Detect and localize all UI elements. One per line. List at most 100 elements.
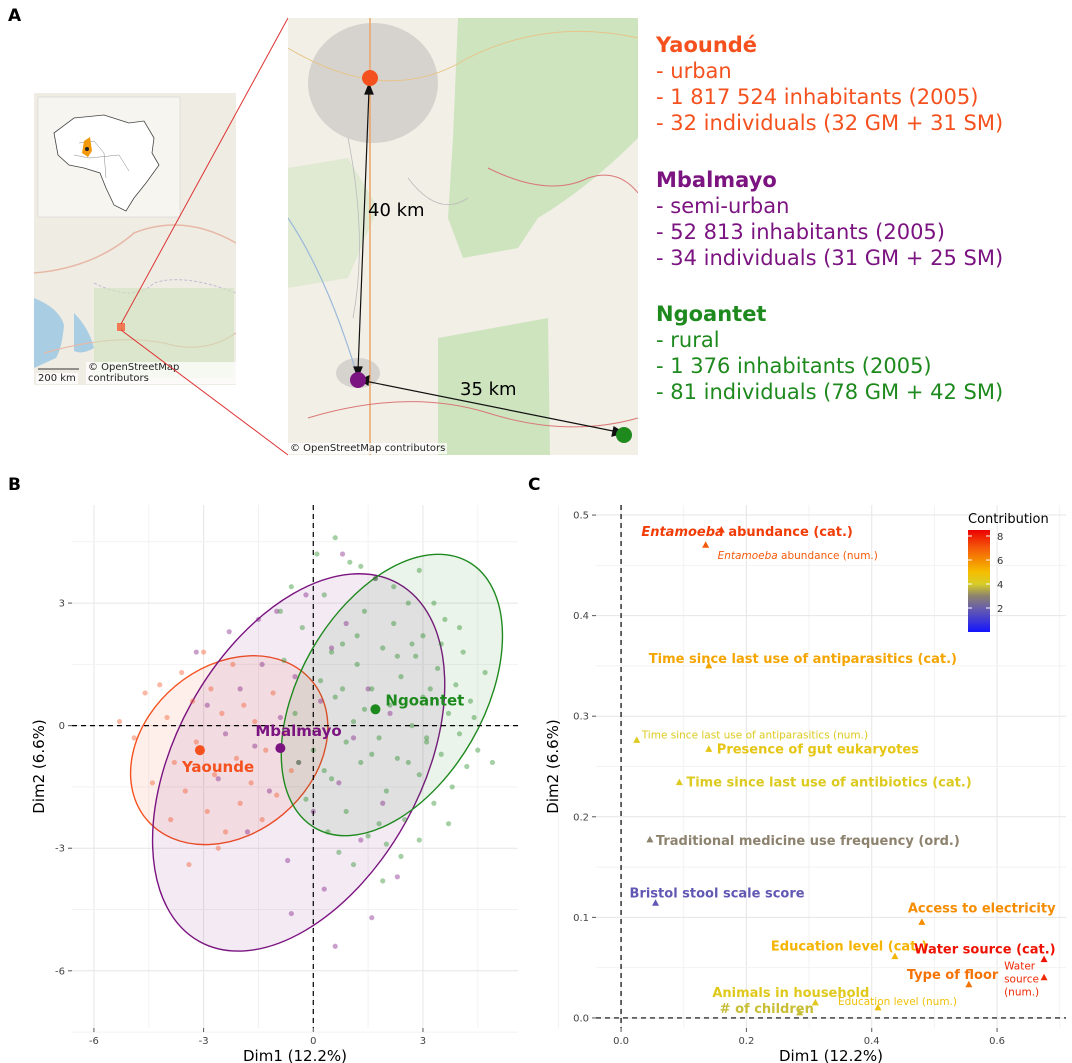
data-point (325, 829, 331, 835)
variable-label: Type of floor (907, 968, 999, 983)
data-point (442, 616, 448, 623)
variable-label: Traditional medicine use frequency (ord.… (656, 834, 960, 849)
y-axis-label: Dim2 (6.6%) (544, 719, 562, 813)
data-point (259, 661, 265, 667)
data-point (208, 686, 214, 692)
data-point (204, 808, 210, 815)
data-point (489, 759, 496, 766)
data-point (281, 657, 287, 663)
overview-map-graphic (34, 93, 236, 385)
y-axis-label: Dim2 (6.6%) (30, 719, 48, 813)
data-point (296, 759, 302, 766)
overview-map[interactable]: 200 km © OpenStreetMap contributors (34, 93, 236, 385)
data-point (398, 674, 404, 680)
city-line: - 32 individuals (32 GM + 31 SM) (656, 111, 1004, 135)
data-point (328, 776, 335, 782)
data-point (350, 718, 357, 725)
info-yaounde: Yaoundé - urban - 1 817 524 inhabitants … (656, 32, 1003, 136)
pca-variables-chart: Entamoeba abundance (cat.) Entamoeba abun… (544, 505, 1066, 1063)
variable-label: Education level (cat.) (771, 940, 927, 955)
variable-marker (702, 541, 710, 548)
data-point (274, 792, 280, 798)
y-tick-label: 0.3 (573, 712, 589, 723)
data-point (445, 710, 452, 716)
x-tick-label: 3 (420, 1036, 426, 1047)
data-point (222, 731, 229, 737)
data-point (424, 739, 430, 745)
city-line: - 81 individuals (78 GM + 42 SM) (656, 380, 1004, 404)
data-point (299, 624, 305, 631)
data-point (431, 600, 437, 606)
data-point (277, 608, 283, 614)
data-point (358, 837, 364, 843)
data-point (405, 759, 411, 766)
data-point (292, 674, 298, 680)
x-axis-label: Dim1 (12.2%) (779, 1047, 883, 1063)
data-point (131, 735, 137, 741)
data-point (222, 829, 229, 835)
yaounde-location (362, 70, 378, 86)
variable-marker (796, 1008, 804, 1016)
data-point (438, 751, 444, 757)
data-point (424, 735, 430, 741)
data-point (460, 649, 466, 655)
x-tick-label: -6 (89, 1036, 99, 1047)
legend-colorbar (968, 530, 990, 632)
y-tick-label: 0.5 (573, 511, 589, 522)
data-point (445, 821, 452, 827)
data-point (456, 731, 463, 737)
variable-label: Education level (num.) (838, 996, 957, 1008)
data-point (274, 608, 280, 614)
data-point (413, 653, 419, 659)
data-point (394, 653, 400, 659)
variable-label: Time since last use of antiparasitics (c… (649, 652, 957, 667)
data-point (343, 620, 349, 627)
city-name: Yaoundé (656, 33, 758, 57)
variable-marker (652, 899, 660, 906)
data-point (193, 739, 199, 745)
variable-label: Time since last use of antiparasitics (n… (641, 729, 868, 741)
data-point (365, 833, 371, 839)
data-point (354, 661, 360, 667)
data-point (475, 747, 481, 753)
data-point (372, 575, 379, 582)
data-point (321, 886, 327, 892)
city-line: - 1 376 inhabitants (2005) (656, 354, 932, 378)
data-point (215, 776, 221, 782)
y-tick-label: 0.0 (573, 1013, 589, 1024)
data-point (361, 706, 368, 712)
variable-label: Entamoeba abundance (cat.) (641, 525, 853, 540)
x-tick-label: 0 (310, 1036, 316, 1047)
data-point (427, 686, 433, 692)
data-point (380, 800, 386, 806)
data-point (431, 800, 437, 806)
detail-attribution: © OpenStreetMap contributors (288, 443, 448, 454)
panel-a-letter: A (8, 6, 22, 26)
data-point (190, 698, 196, 704)
data-point (252, 718, 258, 725)
y-tick-label: 3 (59, 599, 65, 610)
variable-marker (1040, 973, 1048, 981)
data-point (416, 567, 422, 573)
contribution-legend: Contribution 2 4 6 8 (968, 512, 1049, 632)
zoom-connectors (120, 17, 289, 456)
data-point (391, 584, 397, 590)
data-point (164, 714, 170, 721)
data-point (317, 678, 324, 684)
study-area-marker (117, 323, 125, 331)
data-point (201, 649, 207, 655)
variable-label: Bristol stool scale score (630, 886, 805, 901)
confidence-ellipse (280, 553, 504, 837)
data-point (219, 710, 225, 716)
ngoantet-location (616, 427, 632, 443)
city-name: Ngoantet (656, 302, 767, 326)
variable-marker (633, 736, 641, 743)
data-point (182, 788, 188, 794)
data-point (332, 694, 338, 700)
detail-map[interactable]: 40 km 35 km © OpenStreetMap contributors (288, 18, 638, 455)
data-point (281, 731, 287, 737)
info-mbalmayo: Mbalmayo - semi-urban - 52 813 inhabitan… (656, 167, 1003, 271)
variable-label: Animals in household (712, 986, 869, 1001)
legend-tick-label: 6 (997, 556, 1003, 567)
data-point (369, 686, 375, 692)
